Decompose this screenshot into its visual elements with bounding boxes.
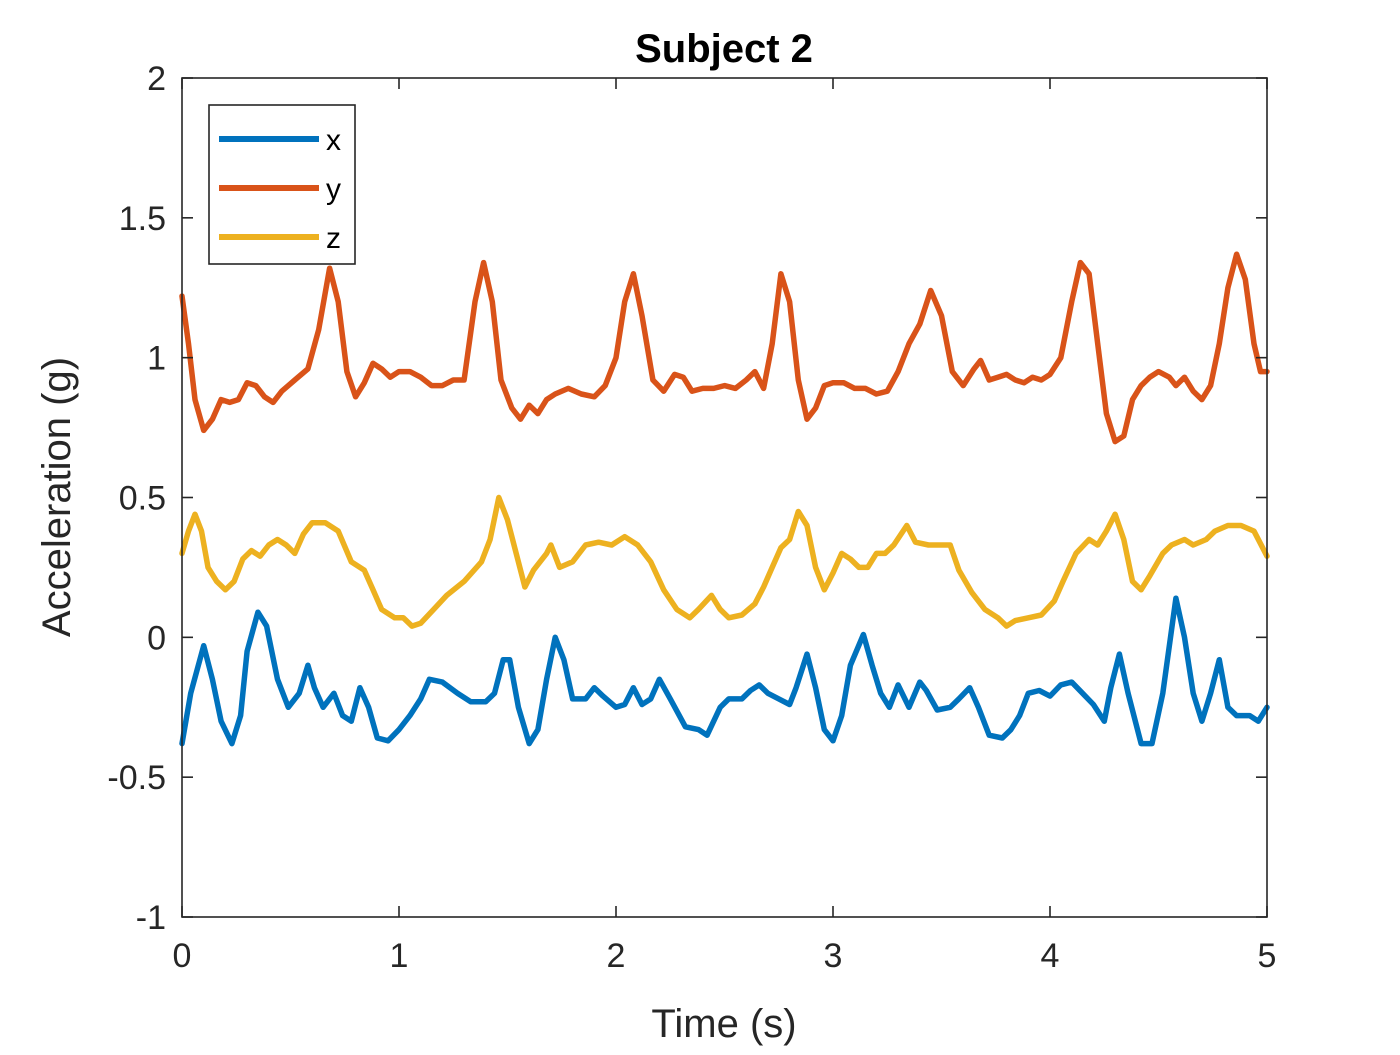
y-tick-label: -1 xyxy=(136,899,166,937)
y-tick-label: 0 xyxy=(147,619,166,657)
legend-label-x: x xyxy=(326,124,341,157)
x-tick-label: 1 xyxy=(390,937,409,975)
chart-title: Subject 2 xyxy=(635,27,813,71)
series-line-y xyxy=(179,251,1270,445)
y-tick-label: 1.5 xyxy=(119,200,166,238)
series-line-z xyxy=(179,494,1270,629)
legend: x y z xyxy=(208,104,356,265)
x-tick-label: 5 xyxy=(1258,937,1277,975)
legend-label-y: y xyxy=(326,173,341,206)
x-tick-label: 0 xyxy=(173,937,192,975)
series-line-x xyxy=(179,595,1270,747)
tick-layer: 0 1 2 3 4 5 -1 -0.5 0 0.5 1 1.5 2 xyxy=(107,60,1276,975)
x-tick-label: 2 xyxy=(607,937,626,975)
plot-background xyxy=(182,78,1267,917)
legend-label-z: z xyxy=(326,222,341,255)
y-tick-label: 1 xyxy=(147,340,166,378)
y-tick-label: -0.5 xyxy=(107,759,166,797)
y-tick-label: 0.5 xyxy=(119,480,166,518)
x-tick-label: 4 xyxy=(1041,937,1060,975)
y-tick-label: 2 xyxy=(147,60,166,98)
y-axis-label: Acceleration (g) xyxy=(35,357,79,637)
series-layer xyxy=(179,251,1270,747)
x-tick-label: 3 xyxy=(824,937,843,975)
x-axis-label: Time (s) xyxy=(651,1002,796,1046)
